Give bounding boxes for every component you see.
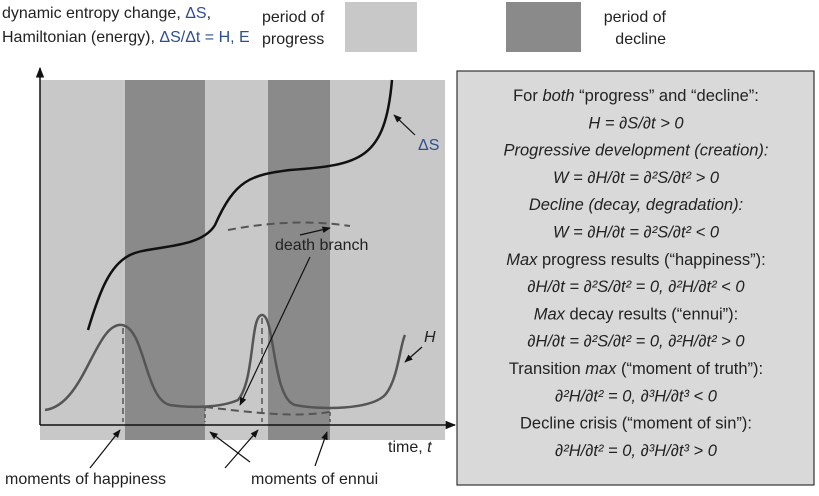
moments-label: moments of happiness <box>5 471 166 488</box>
progress-region <box>40 80 445 440</box>
equation-line: ∂²H/∂t² = 0, ∂³H/∂t³ > 0 <box>555 442 718 460</box>
entropy-label: ΔS <box>418 137 439 154</box>
equation-text: ∂H/∂t = ∂²S/∂t² = 0, ∂²H/∂t² < 0 <box>527 278 745 296</box>
legend-text: progress <box>262 31 324 48</box>
pointer <box>314 431 328 467</box>
equation-line: W = ∂H/∂t = ∂²S/∂t² < 0 <box>553 224 720 242</box>
equation-text: Max <box>506 251 538 269</box>
y-label: Hamiltonian (energy), ΔS/Δt = H, E <box>2 29 250 46</box>
equation-text: W = ∂H/∂t = ∂²S/∂t² > 0 <box>553 169 720 187</box>
equation-text: max <box>585 360 617 378</box>
hamiltonian-curve <box>44 313 407 412</box>
equation-text: decay results (“ennui”): <box>565 305 738 323</box>
equation-line: Max decay results (“ennui”): <box>534 305 739 323</box>
equation-box <box>456 70 815 486</box>
moments-label: moments of ennui <box>251 471 378 488</box>
equation-text: both <box>542 87 574 105</box>
x-label: time, t <box>388 439 432 456</box>
equation-lines: For both “progress” and “decline”: H = ∂S… <box>503 87 768 460</box>
y-label: dynamic entropy change, ΔS, <box>2 5 211 22</box>
equation-text: ∂²H/∂t² = 0, ∂³H/∂t³ < 0 <box>555 387 718 405</box>
equation-line: For both “progress” and “decline”: <box>513 87 759 105</box>
pointer <box>209 431 251 463</box>
equation-line: ∂²H/∂t² = 0, ∂³H/∂t³ < 0 <box>555 387 718 405</box>
equation-text: ∂²H/∂t² = 0, ∂³H/∂t³ > 0 <box>555 442 718 460</box>
entropy-curve <box>86 79 394 331</box>
legend-swatch <box>345 2 417 52</box>
equation-text: progress results (“happiness”): <box>537 251 765 269</box>
equation-line: Transition max (“moment of truth”): <box>509 360 763 378</box>
equation-text: Progressive development (creation): <box>503 142 768 160</box>
equation-text: Decline (decay, degradation): <box>529 196 743 214</box>
pointer <box>239 256 311 406</box>
entropy-death-branch <box>227 221 351 231</box>
pointer <box>224 429 259 469</box>
legend-text: period of <box>262 9 325 26</box>
hamiltonian-label: H <box>424 329 436 346</box>
equation-text: Transition <box>509 360 585 378</box>
equation-text: “progress” and “decline”: <box>575 87 759 105</box>
pointer <box>89 429 121 469</box>
equation-line: Progressive development (creation): <box>503 142 768 160</box>
equation-text: Max <box>534 305 566 323</box>
hamiltonian-death-branch <box>204 406 331 416</box>
decline-band <box>125 80 205 440</box>
equation-line: Decline crisis (“moment of sin”): <box>520 415 752 433</box>
decline-band <box>268 80 330 440</box>
equation-line: H = ∂S/∂t > 0 <box>588 114 684 132</box>
pointer <box>393 114 416 136</box>
equation-line: ∂H/∂t = ∂²S/∂t² = 0, ∂²H/∂t² < 0 <box>527 278 745 296</box>
legend-text: decline <box>615 31 666 48</box>
equation-text: W = ∂H/∂t = ∂²S/∂t² < 0 <box>553 224 720 242</box>
equation-text: For <box>513 87 542 105</box>
equation-line: Decline (decay, degradation): <box>529 196 743 214</box>
pointer <box>299 226 331 236</box>
equation-line: Max progress results (“happiness”): <box>506 251 766 269</box>
pointer <box>404 346 423 363</box>
equation-line: ∂H/∂t = ∂²S/∂t² = 0, ∂²H/∂t² > 0 <box>527 333 745 351</box>
equation-text: H = ∂S/∂t > 0 <box>588 114 684 132</box>
legend-swatch <box>506 2 581 52</box>
equation-text: (“moment of truth”): <box>616 360 763 378</box>
equation-line: W = ∂H/∂t = ∂²S/∂t² > 0 <box>553 169 720 187</box>
equation-text: ∂H/∂t = ∂²S/∂t² = 0, ∂²H/∂t² > 0 <box>527 333 745 351</box>
death-branch-label: death branch <box>275 237 368 254</box>
legend-text: period of <box>604 9 667 26</box>
equation-text: Decline crisis (“moment of sin”): <box>520 415 752 433</box>
